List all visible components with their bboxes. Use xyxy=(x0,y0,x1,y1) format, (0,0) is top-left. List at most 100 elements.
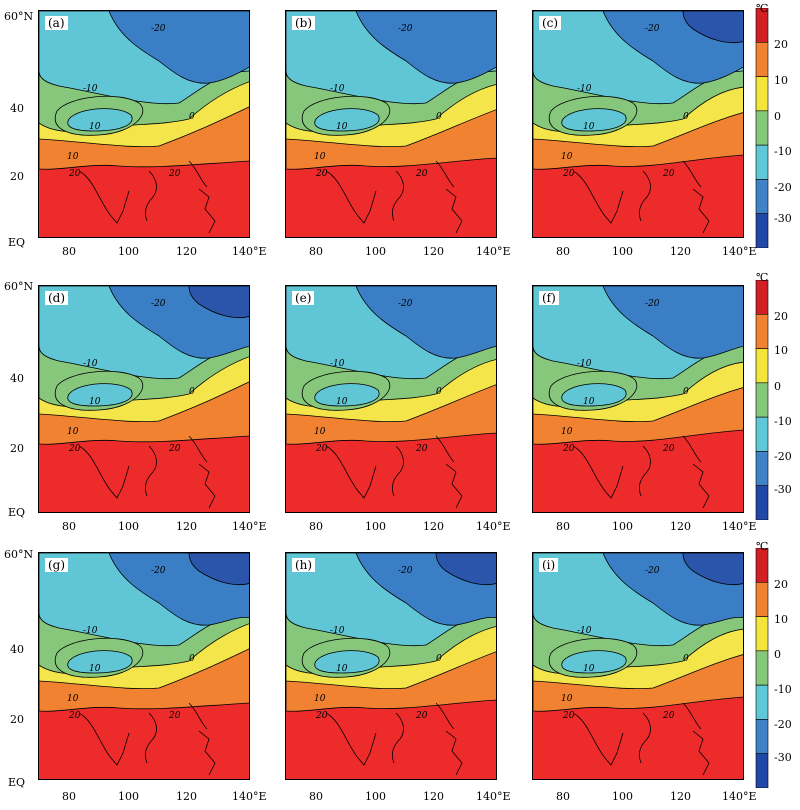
contour-label: 10 xyxy=(336,664,348,674)
contour-label: 0 xyxy=(683,112,689,122)
contour-label: 10 xyxy=(583,122,595,132)
temperature-band-minus30-minus20 xyxy=(108,11,249,84)
panel-label: (a) xyxy=(45,16,68,30)
colorbar-swatch xyxy=(755,110,769,146)
plateau-cold-core xyxy=(67,383,133,407)
map-panel-f: -20 -10 10 0 10 20 20 (f) xyxy=(532,285,744,513)
contour-label: 20 xyxy=(562,711,575,721)
contour-label: -20 xyxy=(151,299,166,309)
contour-label: -20 xyxy=(151,24,166,34)
contour-label: 10 xyxy=(314,427,326,437)
panel-label: (c) xyxy=(539,16,562,30)
contour-label: 20 xyxy=(168,711,181,721)
colorbar-swatch xyxy=(755,348,769,384)
colorbar-tick: 0 xyxy=(774,648,781,661)
colorbar-svg xyxy=(755,7,769,249)
colorbar-tick: 0 xyxy=(774,380,781,393)
colorbar-swatch xyxy=(755,451,769,487)
contour-label: -10 xyxy=(330,84,345,94)
colorbar-swatch xyxy=(755,547,769,583)
colorbar-swatch xyxy=(755,753,769,789)
colorbar-row2 xyxy=(755,279,769,521)
contour-label: 0 xyxy=(683,387,689,397)
x-label-140e: 140°E xyxy=(722,520,757,533)
contour-label: -10 xyxy=(330,359,345,369)
panel-label: (h) xyxy=(292,558,316,572)
contour-label: 0 xyxy=(436,112,442,122)
contour-label: 20 xyxy=(662,169,675,179)
coastline-india xyxy=(78,170,130,224)
coastline-india xyxy=(572,712,624,766)
contour-label: 20 xyxy=(415,444,428,454)
colorbar-tick: -30 xyxy=(774,212,792,225)
panel-label: (d) xyxy=(45,291,69,305)
x-label-100: 100 xyxy=(118,245,139,258)
coastline-islands xyxy=(445,463,463,509)
plateau-cold-core xyxy=(561,383,627,407)
temperature-band-minus30-minus20 xyxy=(602,286,743,359)
contour-label: 10 xyxy=(583,397,595,407)
contour-label: 10 xyxy=(89,664,101,674)
x-label-100: 100 xyxy=(612,790,633,803)
coastline-india xyxy=(572,170,624,224)
colorbar-swatch xyxy=(755,382,769,418)
panel-label: (b) xyxy=(292,16,316,30)
x-label-100: 100 xyxy=(365,245,386,258)
colorbar-swatch xyxy=(755,76,769,112)
colorbar-swatch xyxy=(755,485,769,521)
temperature-band-below-minus30 xyxy=(682,11,743,44)
x-label-100: 100 xyxy=(118,520,139,533)
colorbar-tick: 20 xyxy=(774,38,788,51)
contour-label: -10 xyxy=(577,84,592,94)
contour-label: 20 xyxy=(562,169,575,179)
contour-label: 20 xyxy=(168,444,181,454)
contour-label: 20 xyxy=(168,169,181,179)
coastline xyxy=(145,435,208,497)
panel-label: (g) xyxy=(45,558,69,572)
colorbar-tick: 20 xyxy=(774,578,788,591)
contour-label: 20 xyxy=(562,444,575,454)
temperature-band-below-minus30 xyxy=(188,553,249,586)
coastline xyxy=(145,702,208,764)
contour-label: 10 xyxy=(561,694,573,704)
contour-label: -20 xyxy=(398,24,413,34)
plateau-cold-core xyxy=(314,650,380,674)
map-panel-d: -20 -10 10 0 10 20 20 (d) xyxy=(38,285,250,513)
coastline xyxy=(392,702,455,764)
contour-label: 20 xyxy=(415,169,428,179)
map-panel-e: -20 -10 10 0 10 20 20 (e) xyxy=(285,285,497,513)
x-label-80: 80 xyxy=(62,245,76,258)
temperature-band-below-minus30 xyxy=(435,553,496,586)
plateau-cold-core xyxy=(314,383,380,407)
x-label-140e: 140°E xyxy=(476,245,511,258)
coastline-india xyxy=(325,170,377,224)
x-label-120: 120 xyxy=(423,520,444,533)
colorbar-swatch xyxy=(755,416,769,452)
colorbar-swatch xyxy=(755,279,769,315)
colorbar-tick: -10 xyxy=(774,145,792,158)
map-panel-h: -20 -10 10 0 10 20 20 (h) xyxy=(285,552,497,780)
contour-label: 0 xyxy=(683,654,689,664)
coastline-islands xyxy=(692,463,710,509)
colorbar-tick: 20 xyxy=(774,310,788,323)
contour-label: 0 xyxy=(436,387,442,397)
x-label-80: 80 xyxy=(62,790,76,803)
x-label-120: 120 xyxy=(670,245,691,258)
colorbar-unit: ℃ xyxy=(756,271,769,284)
x-label-140e: 140°E xyxy=(232,245,267,258)
map-panel-g: -20 -10 10 0 10 20 20 (g) xyxy=(38,552,250,780)
contour-label: 0 xyxy=(436,654,442,664)
contour-label: 10 xyxy=(314,694,326,704)
contour-label: 20 xyxy=(315,444,328,454)
y-label-20: 20 xyxy=(10,713,24,726)
colorbar-tick: 10 xyxy=(774,613,788,626)
coastline-india xyxy=(78,712,130,766)
colorbar-tick: 0 xyxy=(774,110,781,123)
contour-label: -10 xyxy=(83,84,98,94)
coastline xyxy=(392,160,455,222)
contour-label: -10 xyxy=(577,359,592,369)
contour-label: 20 xyxy=(68,711,81,721)
colorbar-swatch xyxy=(755,213,769,249)
x-label-80: 80 xyxy=(309,790,323,803)
x-label-120: 120 xyxy=(176,790,197,803)
